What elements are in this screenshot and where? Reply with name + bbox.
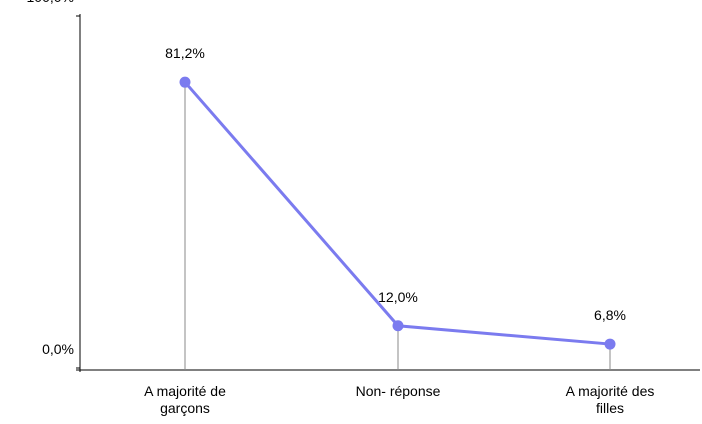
data-label: 12,0%	[378, 289, 418, 305]
y-tick-label: 100,0%	[27, 0, 74, 5]
point	[392, 320, 404, 332]
line	[183, 81, 611, 346]
point	[179, 76, 191, 88]
x-tick-label: Non- réponse	[356, 383, 441, 399]
x-tick-label: A majorité des filles	[566, 383, 655, 416]
data-label: 6,8%	[594, 307, 626, 323]
data-label: 81,2%	[165, 45, 205, 61]
x-tick-label: A majorité de garçons	[144, 383, 226, 416]
y-tick-label: 0,0%	[42, 341, 74, 357]
point	[604, 338, 616, 350]
